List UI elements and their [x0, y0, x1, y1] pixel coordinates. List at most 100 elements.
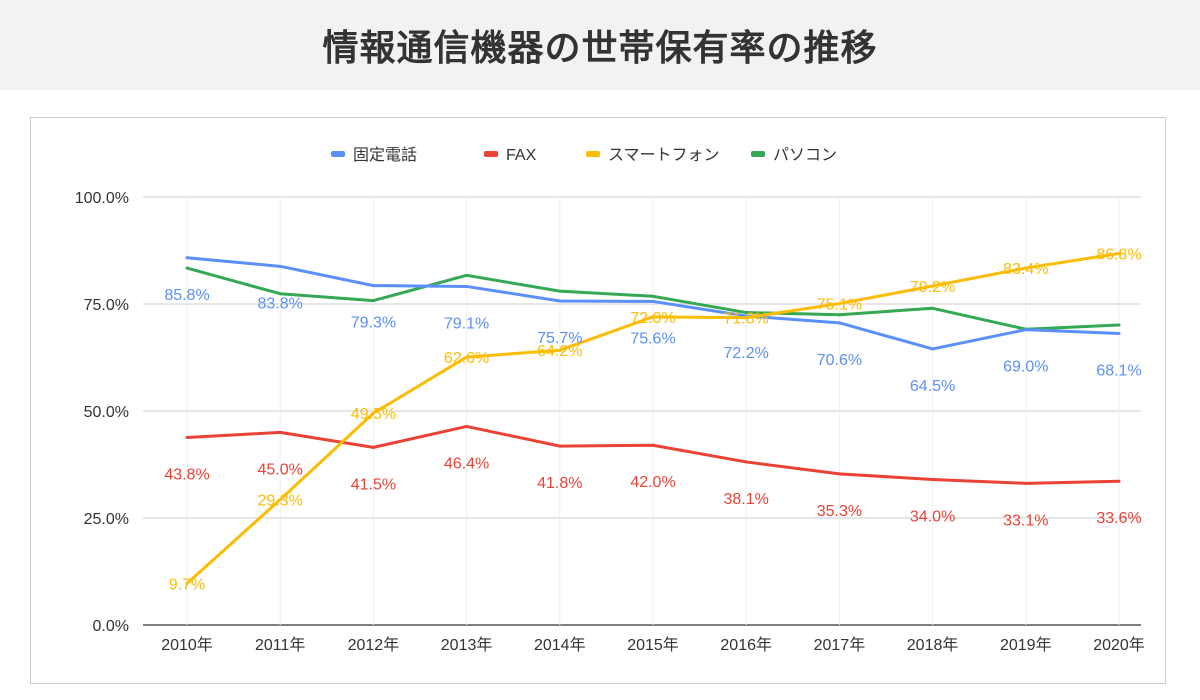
data-label: 49.5% — [351, 406, 396, 423]
data-label: 33.1% — [1003, 512, 1048, 529]
data-label: 75.7% — [537, 330, 582, 347]
data-point — [1024, 481, 1028, 485]
data-label: 9.7% — [169, 576, 205, 593]
data-label: 42.0% — [630, 474, 675, 491]
data-point — [1024, 328, 1028, 332]
legend-swatch — [586, 151, 600, 157]
data-point — [1117, 323, 1121, 327]
data-point — [1117, 479, 1121, 483]
legend-swatch — [751, 151, 765, 157]
title-band: 情報通信機器の世帯保有率の推移 — [0, 0, 1200, 90]
data-point — [558, 348, 562, 352]
data-label: 62.6% — [444, 350, 489, 367]
legend-swatch — [484, 151, 498, 157]
data-label: 43.8% — [164, 467, 209, 484]
data-label: 68.1% — [1096, 363, 1141, 380]
data-label: 86.8% — [1096, 246, 1141, 263]
data-label: 46.4% — [444, 455, 489, 472]
x-tick-label: 2020年 — [1093, 636, 1145, 654]
data-label: 64.5% — [910, 378, 955, 395]
data-point — [931, 306, 935, 310]
data-label: 70.6% — [817, 352, 862, 369]
data-point — [371, 411, 375, 415]
x-tick-label: 2015年 — [627, 636, 679, 654]
data-point — [278, 292, 282, 296]
data-label: 35.3% — [817, 503, 862, 520]
data-point — [651, 443, 655, 447]
data-point — [465, 355, 469, 359]
x-tick-label: 2010年 — [161, 636, 213, 654]
y-tick-label: 25.0% — [84, 511, 129, 528]
data-point — [278, 264, 282, 268]
data-point — [465, 424, 469, 428]
data-label: 83.8% — [258, 295, 303, 312]
data-point — [744, 460, 748, 464]
data-point — [744, 316, 748, 320]
data-label: 45.0% — [258, 461, 303, 478]
data-point — [558, 444, 562, 448]
data-point — [837, 302, 841, 306]
chart-container: 0.0% 25.0% 50.0% 75.0% 100.0% 2010年 2011年 2012年… — [30, 117, 1166, 684]
data-label: 79.2% — [910, 279, 955, 296]
data-label: 69.0% — [1003, 359, 1048, 376]
data-point — [651, 299, 655, 303]
data-label: 79.3% — [351, 315, 396, 332]
data-point — [465, 273, 469, 277]
x-tick-label: 2017年 — [814, 636, 866, 654]
data-label: 85.8% — [164, 287, 209, 304]
data-point — [371, 284, 375, 288]
data-point — [185, 581, 189, 585]
data-label: 72.0% — [630, 310, 675, 327]
x-tick-label: 2014年 — [534, 636, 586, 654]
data-point — [651, 294, 655, 298]
data-point — [931, 477, 935, 481]
data-label: 41.8% — [537, 475, 582, 492]
y-tick-label: 0.0% — [93, 618, 129, 635]
data-point — [837, 313, 841, 317]
legend-label: 固定電話 — [353, 146, 417, 164]
legend-label: スマートフォン — [608, 147, 720, 164]
x-tick-label: 2013年 — [441, 636, 493, 654]
data-point — [185, 436, 189, 440]
data-point — [185, 266, 189, 270]
y-tick-label: 100.0% — [75, 190, 129, 207]
data-label: 75.6% — [630, 330, 675, 347]
data-label: 75.1% — [817, 297, 862, 314]
data-point — [1117, 251, 1121, 255]
data-label: 41.5% — [351, 476, 396, 493]
x-tick-label: 2019年 — [1000, 636, 1052, 654]
data-point — [1117, 332, 1121, 336]
data-label: 83.4% — [1003, 261, 1048, 278]
data-point — [651, 315, 655, 319]
legend-swatch — [331, 151, 345, 157]
legend-label: FAX — [506, 147, 537, 164]
data-point — [558, 299, 562, 303]
data-label: 79.1% — [444, 315, 489, 332]
x-tick-label: 2011年 — [255, 636, 305, 654]
y-tick-label: 50.0% — [84, 404, 129, 421]
data-label: 33.6% — [1096, 510, 1141, 527]
data-point — [278, 430, 282, 434]
data-point — [371, 445, 375, 449]
data-point — [837, 472, 841, 476]
data-label: 38.1% — [724, 491, 769, 508]
data-label: 71.8% — [724, 311, 769, 328]
data-point — [744, 311, 748, 315]
data-label: 34.0% — [910, 508, 955, 525]
data-label: 64.2% — [537, 343, 582, 360]
data-point — [931, 347, 935, 351]
page-title: 情報通信機器の世帯保有率の推移 — [322, 28, 878, 69]
data-point — [278, 498, 282, 502]
data-point — [1024, 266, 1028, 270]
data-point — [185, 256, 189, 260]
data-label: 29.3% — [258, 493, 303, 510]
data-point — [931, 284, 935, 288]
x-tick-label: 2016年 — [720, 636, 772, 654]
x-tick-label: 2018年 — [907, 636, 959, 654]
y-tick-label: 75.0% — [84, 297, 129, 314]
data-point — [558, 289, 562, 293]
data-point — [837, 321, 841, 325]
data-point — [465, 284, 469, 288]
legend-label: パソコン — [773, 147, 837, 164]
x-tick-label: 2012年 — [348, 636, 400, 654]
